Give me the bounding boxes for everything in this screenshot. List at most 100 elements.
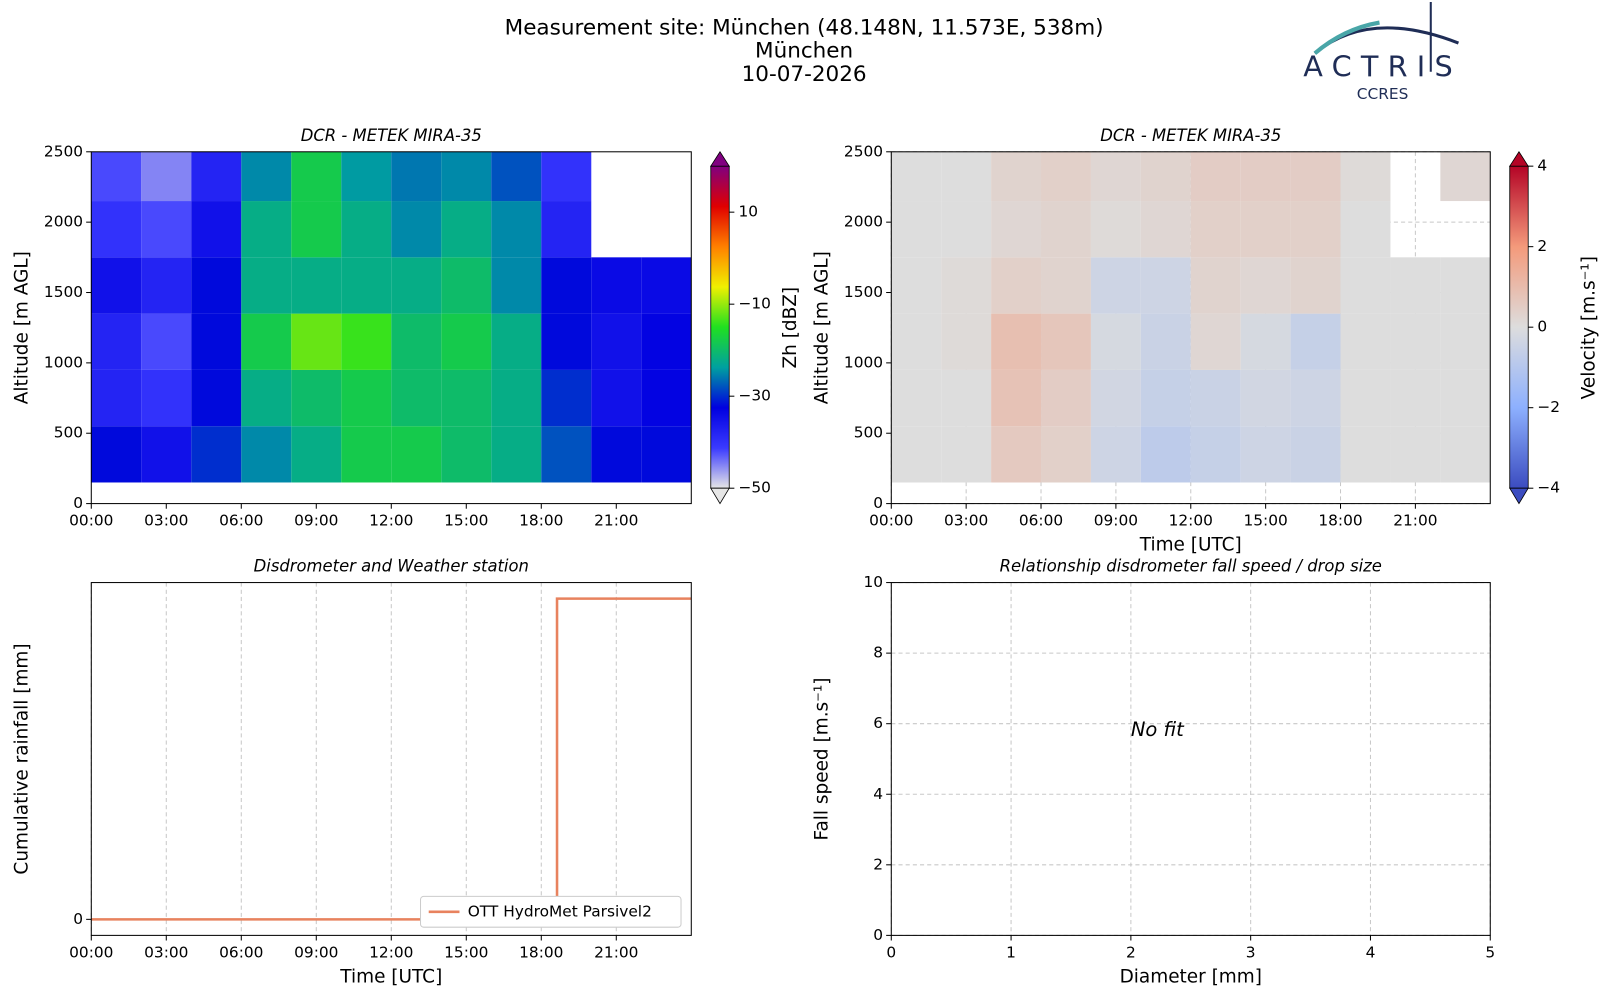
heatmap-cell [941,313,992,370]
colorbar-tick-label: 4 [1537,157,1547,175]
heatmap-cell [1041,426,1091,483]
x-tick-label: 00:00 [69,512,113,530]
heatmap-cell [491,201,542,258]
colorbar-tick-label: −30 [738,387,770,405]
heatmap-cell [1140,369,1191,427]
heatmap-cell [1041,313,1091,370]
heatmap-cell [141,151,192,202]
heatmap-cell [541,201,592,258]
page-title: Measurement site: München (48.148N, 11.5… [505,16,1104,41]
y-tick-label: 4 [873,785,883,803]
heatmap-cell [1140,201,1191,258]
heatmap-cell [141,313,192,370]
heatmap-cell [941,426,992,483]
heatmap-cell [341,426,392,483]
heatmap-cell [1390,257,1441,314]
y-axis-label: Altitude [m AGL] [12,251,33,404]
heatmap-cell [291,151,342,202]
heatmap-cell [541,151,592,202]
heatmap-cell [341,201,392,258]
colorbar [1509,165,1529,489]
heatmap-cell [1240,426,1291,483]
heatmap-cell [491,151,542,202]
y-axis-label: Cumulative rainfall [mm] [12,643,33,874]
x-tick-label: 21:00 [1393,512,1437,530]
heatmap-cell [1240,369,1291,427]
heatmap-cell [341,369,392,427]
y-tick-label: 0 [873,926,883,944]
x-tick-label: 06:00 [1019,512,1063,530]
x-tick-label: 06:00 [219,943,263,961]
colorbar-arrow-top [710,151,730,167]
heatmap-cell [191,369,242,427]
x-tick-label: 5 [1485,943,1495,961]
heatmap-cell [441,201,492,258]
heatmap-cell [541,426,592,483]
heatmap-cell [1190,151,1241,202]
heatmap-cell [1440,313,1491,370]
x-axis-label: Time [UTC] [339,966,442,987]
y-tick-label: 1000 [844,353,883,371]
heatmap-cell [991,313,1042,370]
heatmap-cell [941,151,992,202]
colorbar-arrow-top [1508,151,1529,167]
heatmap-cell [391,257,442,314]
heatmap-cell [591,257,642,314]
heatmap-cell [291,257,342,314]
x-tick-label: 00:00 [69,943,113,961]
heatmap-cell [1090,426,1141,483]
heatmap-cell [1290,257,1341,314]
y-tick-label: 2000 [844,213,883,231]
heatmap-cell [441,369,492,427]
heatmap-cell [291,201,342,258]
y-tick-label: 2000 [44,213,83,231]
heatmap-cell [1340,426,1391,483]
heatmap-cell [1340,369,1391,427]
heatmap-cell [1240,313,1291,370]
x-tick-label: 21:00 [594,512,638,530]
x-tick-label: 03:00 [944,512,988,530]
heatmap-cell [1041,201,1091,258]
colorbar-tick-label: −10 [738,295,770,313]
heatmap-cell [391,369,442,427]
heatmap-cell [191,313,242,370]
heatmap-cell [1240,201,1291,258]
heatmap-cell [1140,426,1191,483]
y-tick-label: 1500 [44,283,83,301]
heatmap-cell [1190,426,1241,483]
heatmap-cell [391,426,442,483]
heatmap-cell [241,426,292,483]
heatmap-cell [891,201,942,258]
x-tick-label: 09:00 [1094,512,1138,530]
heatmap-cell [1140,313,1191,370]
heatmap-cell [891,313,942,370]
annotation: No fit [1131,718,1185,741]
y-tick-label: 1000 [44,353,83,371]
y-tick-label: 8 [873,644,883,662]
heatmap-cell [491,426,542,483]
y-axis-label: Fall speed [m.s⁻¹] [812,677,833,840]
x-tick-label: 12:00 [1169,512,1213,530]
heatmap-cell [1090,201,1141,258]
x-axis-label: Time [UTC] [1139,535,1242,556]
heatmap-cell [641,313,692,370]
colorbar-tick-label: −2 [1537,398,1560,416]
heatmap-cell [91,313,142,370]
x-tick-label: 21:00 [594,943,638,961]
x-tick-label: 0 [886,943,896,961]
heatmap-cell [1190,313,1241,370]
heatmap-cell [1090,151,1141,202]
heatmap-cell [291,369,342,427]
x-tick-label: 4 [1366,943,1376,961]
heatmap-cell [141,369,192,427]
colorbar-label: Velocity [m.s⁻¹] [1579,256,1600,399]
heatmap-cell [341,151,392,202]
heatmap-cell [591,426,642,483]
heatmap-cell [91,426,142,483]
y-tick-label: 0 [873,494,883,512]
heatmap-cell [441,313,492,370]
logo-subname: CCRES [1357,85,1409,103]
logo-arc-teal [1313,20,1380,55]
heatmap-cell [241,369,292,427]
x-tick-label: 18:00 [519,512,563,530]
